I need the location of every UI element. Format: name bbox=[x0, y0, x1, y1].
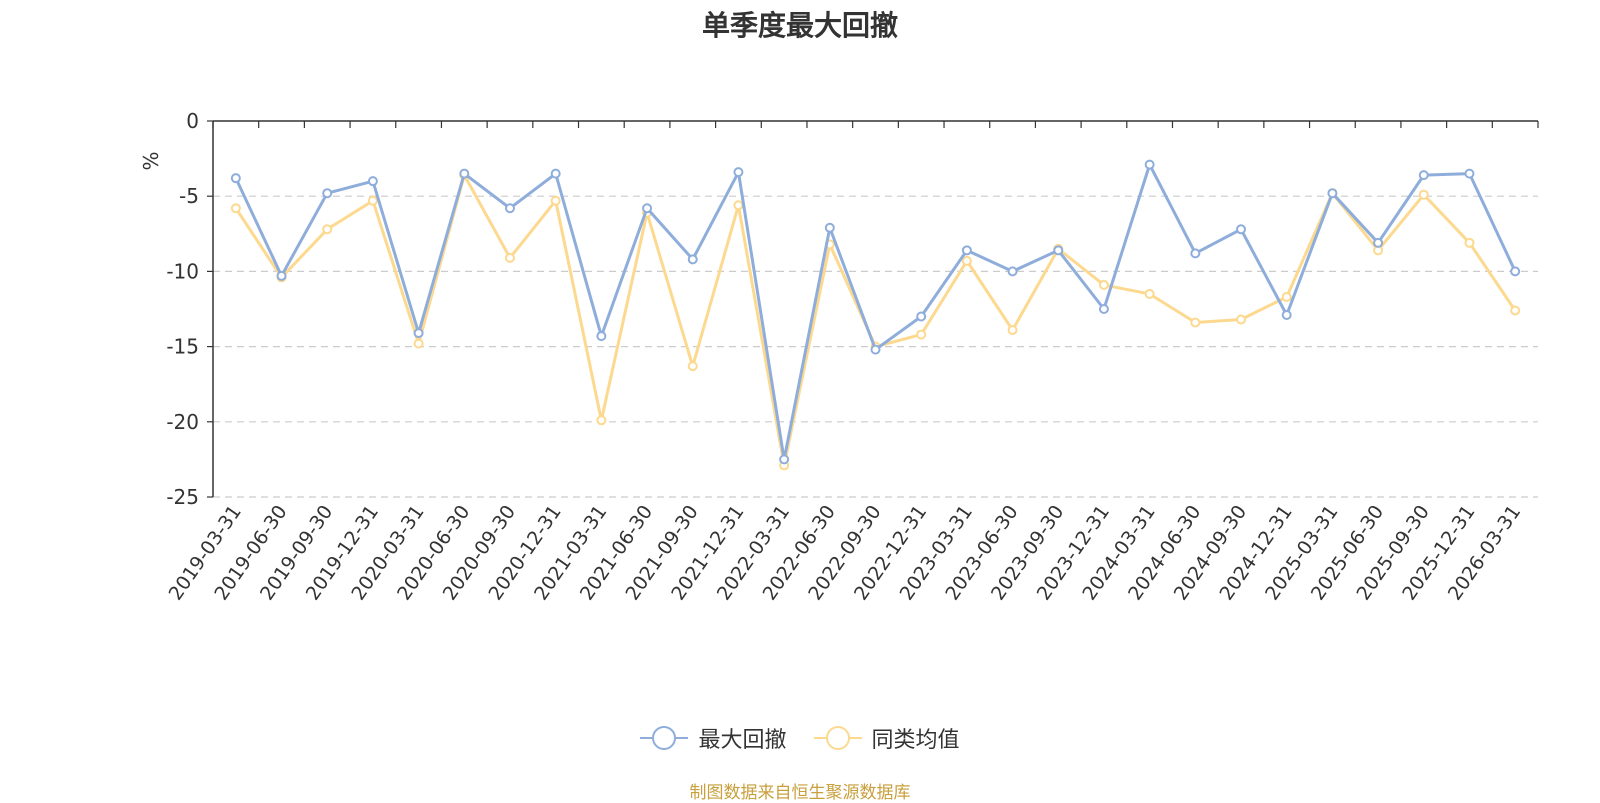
data-point[interactable] bbox=[1327, 188, 1338, 199]
legend: 最大回撤 同类均值 bbox=[0, 722, 1600, 756]
data-point[interactable] bbox=[1144, 288, 1155, 299]
data-point[interactable] bbox=[413, 338, 424, 349]
y-tick-label: -5 bbox=[179, 184, 199, 208]
data-point[interactable] bbox=[322, 224, 333, 235]
data-point[interactable] bbox=[230, 173, 241, 184]
data-point[interactable] bbox=[916, 329, 927, 340]
data-point[interactable] bbox=[687, 361, 698, 372]
data-point[interactable] bbox=[1190, 317, 1201, 328]
data-point[interactable] bbox=[1464, 168, 1475, 179]
chart-title: 单季度最大回撤 bbox=[701, 9, 898, 42]
data-point[interactable] bbox=[1236, 224, 1247, 235]
data-point[interactable] bbox=[824, 222, 835, 233]
legend-item-max-drawdown[interactable]: 最大回撤 bbox=[640, 722, 787, 754]
y-tick-label: 0 bbox=[186, 109, 199, 133]
data-point[interactable] bbox=[1144, 159, 1155, 170]
y-tick-label: -10 bbox=[166, 259, 199, 283]
series-0 bbox=[230, 159, 1521, 465]
data-point[interactable] bbox=[550, 195, 561, 206]
data-point[interactable] bbox=[596, 331, 607, 342]
data-point[interactable] bbox=[916, 311, 927, 322]
data-point[interactable] bbox=[504, 252, 515, 263]
data-point[interactable] bbox=[1418, 189, 1429, 200]
data-point[interactable] bbox=[1098, 304, 1109, 314]
legend-item-peer-average[interactable]: 同类均值 bbox=[813, 722, 960, 754]
legend-label: 同类均值 bbox=[871, 728, 960, 753]
data-point[interactable] bbox=[276, 270, 287, 281]
data-point[interactable] bbox=[1007, 325, 1018, 336]
data-point[interactable] bbox=[1464, 237, 1475, 248]
series-1 bbox=[230, 170, 1521, 471]
data-point[interactable] bbox=[230, 203, 241, 214]
data-point[interactable] bbox=[687, 254, 698, 265]
y-tick-label: -15 bbox=[166, 335, 199, 359]
data-point[interactable] bbox=[642, 203, 653, 214]
data-point[interactable] bbox=[870, 344, 881, 355]
y-axis-label: % bbox=[139, 151, 163, 170]
data-point[interactable] bbox=[961, 255, 972, 266]
data-point[interactable] bbox=[779, 454, 790, 465]
data-point[interactable] bbox=[733, 167, 744, 178]
data-point[interactable] bbox=[1281, 310, 1292, 321]
data-point[interactable] bbox=[1190, 248, 1201, 259]
y-tick-label: -20 bbox=[166, 410, 199, 434]
data-point[interactable] bbox=[1510, 266, 1521, 277]
data-point[interactable] bbox=[367, 176, 378, 187]
y-axis: 0 -5 -10 -15 -20 -25 bbox=[166, 109, 214, 509]
data-source-note: 制图数据来自恒生聚源数据库 bbox=[689, 783, 911, 803]
data-point[interactable] bbox=[1418, 170, 1429, 181]
data-point[interactable] bbox=[413, 328, 424, 339]
data-point[interactable] bbox=[504, 203, 515, 214]
data-point[interactable] bbox=[596, 415, 607, 426]
y-tick-label: -25 bbox=[166, 485, 199, 509]
data-point[interactable] bbox=[322, 188, 333, 199]
data-point[interactable] bbox=[1098, 279, 1109, 290]
data-point[interactable] bbox=[1007, 266, 1018, 277]
data-point[interactable] bbox=[550, 168, 561, 179]
legend-marker-peer-average-icon bbox=[813, 726, 862, 750]
data-point[interactable] bbox=[961, 245, 972, 256]
data-point[interactable] bbox=[1281, 291, 1292, 302]
series-group bbox=[230, 159, 1521, 471]
legend-marker-max-drawdown-icon bbox=[640, 726, 689, 750]
legend-label: 最大回撤 bbox=[698, 728, 787, 753]
line-chart: 0-5-10-15-20-25 2019-03-312019-06-302019… bbox=[139, 109, 1539, 604]
data-point[interactable] bbox=[367, 195, 378, 206]
data-point[interactable] bbox=[1510, 305, 1521, 316]
data-point[interactable] bbox=[1236, 314, 1247, 325]
data-point[interactable] bbox=[1053, 245, 1064, 256]
data-point[interactable] bbox=[1373, 237, 1384, 248]
data-point[interactable] bbox=[459, 168, 470, 179]
data-point[interactable] bbox=[733, 200, 744, 211]
